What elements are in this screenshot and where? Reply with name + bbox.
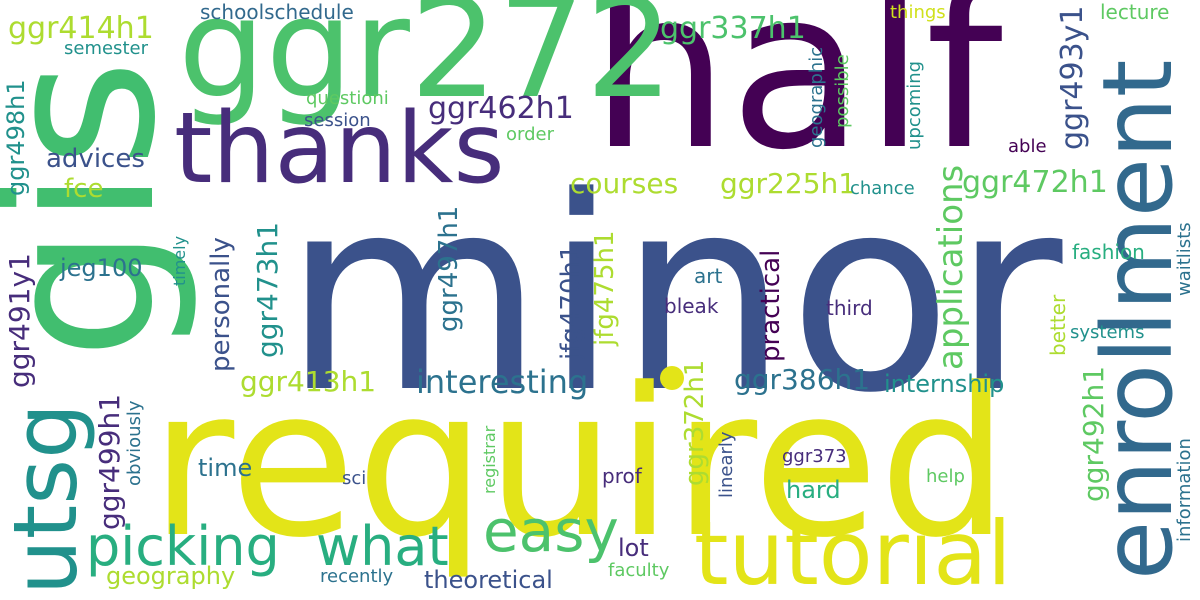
word-linearly: linearly <box>716 431 737 498</box>
word-art: art <box>694 264 723 288</box>
word-ggr386h1: ggr386h1 <box>734 363 871 396</box>
word-sci: sci <box>342 468 367 489</box>
word-better: better <box>1046 294 1070 356</box>
word-utsg: utsg <box>0 403 97 595</box>
word-bleak: bleak <box>664 294 719 318</box>
word-prof: prof <box>602 464 642 488</box>
word-interesting: interesting <box>416 363 589 401</box>
word-ggr372h1: ggr372h1 <box>680 359 710 486</box>
word-systems: systems <box>1070 322 1145 343</box>
word-ggr491y1: ggr491y1 <box>3 253 36 388</box>
word-geographic: geographic <box>806 46 827 148</box>
word-courses: courses <box>570 167 679 200</box>
word-fce: fce <box>64 174 104 204</box>
word-session: session <box>304 110 371 131</box>
word-faculty: faculty <box>608 560 670 581</box>
word-ggr225h1: ggr225h1 <box>720 167 857 200</box>
word-ggr337h1: ggr337h1 <box>660 11 806 46</box>
word-thanks: thanks <box>174 92 505 206</box>
word-ggr462h1: ggr462h1 <box>428 91 574 126</box>
word-ggr493y1: ggr493y1 <box>1055 5 1090 150</box>
word-internship: internship <box>884 370 1005 398</box>
word-half: half <box>590 0 1003 198</box>
word-third: third <box>826 296 873 320</box>
word-ggr473h1: ggr473h1 <box>251 221 284 358</box>
word-dot1 <box>660 366 684 390</box>
word-jfg475h1: jfg475h1 <box>590 230 620 346</box>
word-what: what <box>316 515 449 578</box>
word-required: required <box>150 345 1009 583</box>
word-help: help <box>926 466 965 487</box>
word-information: information <box>1174 438 1195 542</box>
word-ggr472h1: ggr472h1 <box>962 165 1108 200</box>
word-order: order <box>506 124 554 145</box>
word-tutorial: tutorial <box>694 502 1012 600</box>
word-obviously: obviously <box>124 400 145 486</box>
word-time: time <box>198 454 253 482</box>
word-jeg100: jeg100 <box>60 254 143 282</box>
word-theoretical: theoretical <box>424 566 553 594</box>
word-easy: easy <box>483 497 619 565</box>
word-schoolschedule: schoolschedule <box>200 0 354 24</box>
word-lecture: lecture <box>1100 0 1170 24</box>
word-hard: hard <box>786 476 841 504</box>
word-personally: personally <box>206 237 236 372</box>
word-ggr373: ggr373 <box>782 446 847 467</box>
word-questioni: questioni <box>306 88 389 109</box>
word-semester: semester <box>64 38 148 59</box>
word-able: able <box>1008 136 1047 157</box>
word-ggr498h1: ggr498h1 <box>2 79 30 196</box>
word-ggr413h1: ggr413h1 <box>240 365 377 398</box>
word-chance: chance <box>850 178 915 199</box>
word-jfg470h1: jfg470h1 <box>556 244 586 360</box>
word-ggr492h1: ggr492h1 <box>1077 365 1110 502</box>
word-ggr414h1: ggr414h1 <box>8 11 154 46</box>
word-advices: advices <box>46 144 145 174</box>
word-recently: recently <box>320 566 394 587</box>
word-practical: practical <box>756 249 786 362</box>
word-fashion: fashion <box>1072 240 1145 264</box>
word-possible: possible <box>832 54 853 128</box>
word-upcoming: upcoming <box>904 60 925 150</box>
word-ggr272: ggr272 <box>178 0 674 129</box>
word-ggr499h1: ggr499h1 <box>93 393 126 530</box>
word-waitlists: waitlists <box>1174 222 1195 296</box>
word-ggr497h1: ggr497h1 <box>434 205 464 332</box>
word-picking: picking <box>86 515 280 578</box>
word-registrar: registrar <box>480 425 499 494</box>
word-geography: geography <box>106 562 236 590</box>
word-timely: timely <box>170 235 189 286</box>
word-lot: lot <box>618 534 649 562</box>
word-things: things <box>890 2 946 23</box>
